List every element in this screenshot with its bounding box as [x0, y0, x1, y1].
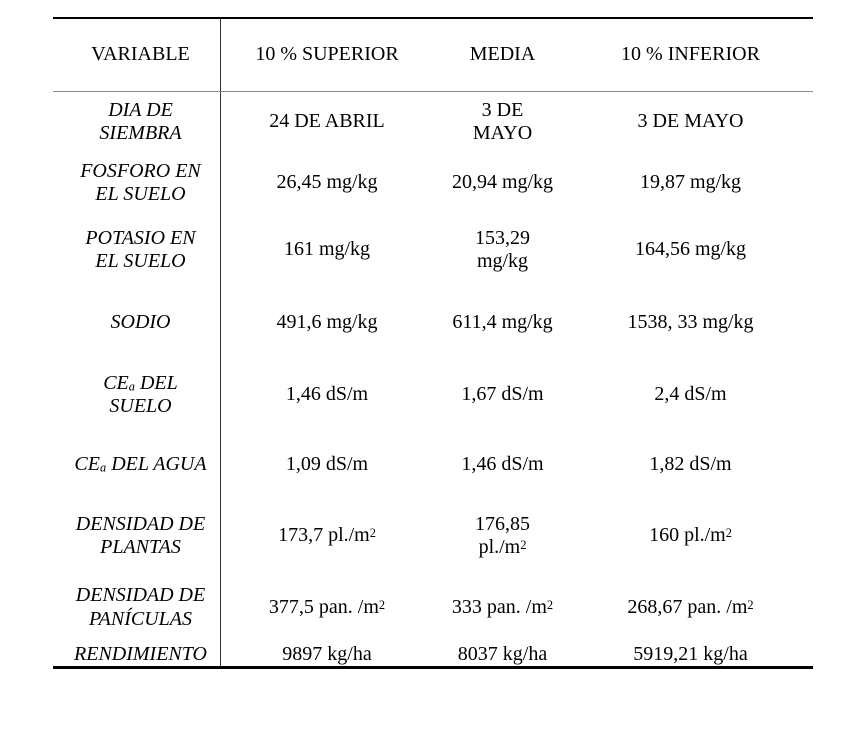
- value-inferior: 5919,21 kg/ha: [580, 643, 813, 666]
- value-superior: 491,6 mg/kg: [221, 286, 425, 360]
- variable-name: SODIO: [53, 286, 221, 360]
- value-inferior-text: 19,87 mg/kg: [639, 171, 742, 194]
- variable-name: CEa DEL AGUA: [53, 430, 221, 500]
- value-inferior: 2,4 dS/m: [580, 360, 813, 430]
- value-superior-text: 26,45 mg/kg: [276, 171, 378, 194]
- value-inferior-text: 5919,21 kg/ha: [633, 643, 748, 665]
- variable-name-label: FOSFORO EN EL SUELO: [80, 159, 201, 205]
- value-media-text: 8037 kg/ha: [457, 643, 548, 665]
- value-superior: 377,5 pan. /m2: [221, 572, 425, 643]
- value-inferior-text: 268,67 pan. /m2: [627, 595, 754, 618]
- value-inferior-text: 1538, 33 mg/kg: [627, 311, 754, 334]
- table-row-ce-suelo: CEa DEL SUELO 1,46 dS/m 1,67 dS/m 2,4 dS/…: [53, 360, 813, 430]
- value-media: 333 pan. /m2: [425, 572, 580, 643]
- value-inferior: 160 pl./m2: [580, 500, 813, 572]
- variable-name: RENDIMIENTO: [53, 643, 221, 667]
- value-media-text: 333 pan. /m2: [451, 595, 554, 618]
- value-superior-text: 1,09 dS/m: [285, 453, 369, 476]
- variable-name: FOSFORO EN EL SUELO: [53, 152, 221, 214]
- column-header-inferior: 10 % INFERIOR: [580, 19, 813, 91]
- table-row-sodio: SODIO 491,6 mg/kg 611,4 mg/kg 1538, 33 m…: [53, 286, 813, 360]
- variable-name-label: CEa DEL AGUA: [74, 453, 207, 476]
- table-row-densidad-plantas: DENSIDAD DE PLANTAS 173,7 pl./m2 176,85 pl…: [53, 500, 813, 572]
- value-superior: 173,7 pl./m2: [221, 500, 425, 572]
- variable-name-label: DIA DE SIEMBRA: [99, 98, 182, 144]
- value-media: 1,67 dS/m: [425, 360, 580, 430]
- variable-name: DENSIDAD DE PLANTAS: [53, 500, 221, 572]
- value-inferior-text: 3 DE MAYO: [637, 110, 744, 133]
- value-media: 611,4 mg/kg: [425, 286, 580, 360]
- value-superior-text: 24 DE ABRIL: [269, 110, 385, 133]
- table-row-potasio: POTASIO EN EL SUELO 161 mg/kg 153,29 mg/kg…: [53, 214, 813, 286]
- variable-name-label: DENSIDAD DE PANÍCULAS: [75, 584, 206, 630]
- value-media: 176,85 pl./m2: [425, 500, 580, 572]
- value-inferior: 268,67 pan. /m2: [580, 572, 813, 643]
- value-media: 20,94 mg/kg: [425, 152, 580, 214]
- value-superior: 161 mg/kg: [221, 214, 425, 286]
- value-media: 1,46 dS/m: [425, 430, 580, 500]
- value-superior: 1,46 dS/m: [221, 360, 425, 430]
- variable-name-label: SODIO: [110, 311, 171, 334]
- value-media: 3 DE MAYO: [425, 92, 580, 152]
- value-superior: 1,09 dS/m: [221, 430, 425, 500]
- column-header-variable: VARIABLE: [53, 19, 221, 91]
- value-inferior-text: 1,82 dS/m: [649, 453, 732, 476]
- table-header-row: VARIABLE 10 % SUPERIOR MEDIA 10 % INFERI…: [53, 19, 813, 92]
- value-media-text: 1,46 dS/m: [461, 453, 544, 476]
- value-inferior: 164,56 mg/kg: [580, 214, 813, 286]
- column-header-variable-label: VARIABLE: [91, 43, 190, 66]
- column-header-media: MEDIA: [425, 19, 580, 91]
- column-header-media-label: MEDIA: [469, 43, 536, 66]
- value-media-text: 611,4 mg/kg: [452, 311, 553, 334]
- value-superior-text: 161 mg/kg: [283, 238, 371, 261]
- value-media-text: 20,94 mg/kg: [451, 171, 554, 194]
- table-row-ce-agua: CEa DEL AGUA 1,09 dS/m 1,46 dS/m 1,82 dS…: [53, 430, 813, 500]
- table-row-rendimiento: RENDIMIENTO 9897 kg/ha 8037 kg/ha 5919,2…: [53, 643, 813, 667]
- table-row-densidad-paniculas: DENSIDAD DE PANÍCULAS 377,5 pan. /m2 333 …: [53, 572, 813, 643]
- variable-name-label: RENDIMIENTO: [74, 643, 207, 665]
- value-inferior: 1,82 dS/m: [580, 430, 813, 500]
- table-row-fosforo: FOSFORO EN EL SUELO 26,45 mg/kg 20,94 mg/…: [53, 152, 813, 214]
- value-inferior-text: 2,4 dS/m: [654, 383, 727, 406]
- value-media-text: 176,85 pl./m2: [475, 512, 530, 558]
- value-superior-text: 377,5 pan. /m2: [268, 595, 386, 618]
- value-superior-text: 9897 kg/ha: [282, 643, 372, 665]
- value-superior: 24 DE ABRIL: [221, 92, 425, 152]
- variable-name: POTASIO EN EL SUELO: [53, 214, 221, 286]
- value-inferior-text: 160 pl./m2: [649, 524, 732, 547]
- variable-name-label: DENSIDAD DE PLANTAS: [75, 512, 206, 558]
- table-row-dia-de-siembra: DIA DE SIEMBRA 24 DE ABRIL 3 DE MAYO 3 DE …: [53, 92, 813, 152]
- value-superior-text: 491,6 mg/kg: [276, 311, 378, 334]
- variable-name: CEa DEL SUELO: [53, 360, 221, 430]
- value-inferior: 1538, 33 mg/kg: [580, 286, 813, 360]
- value-inferior-text: 164,56 mg/kg: [634, 238, 747, 261]
- value-superior-text: 1,46 dS/m: [285, 383, 369, 406]
- value-media: 153,29 mg/kg: [425, 214, 580, 286]
- variable-name-label: POTASIO EN EL SUELO: [85, 226, 196, 272]
- variables-summary-table: VARIABLE 10 % SUPERIOR MEDIA 10 % INFERI…: [53, 17, 813, 670]
- value-superior-text: 173,7 pl./m2: [278, 524, 376, 547]
- value-media: 8037 kg/ha: [425, 643, 580, 666]
- value-inferior: 19,87 mg/kg: [580, 152, 813, 214]
- column-header-superior: 10 % SUPERIOR: [221, 19, 425, 91]
- value-media-text: 153,29 mg/kg: [475, 226, 530, 272]
- column-header-superior-label: 10 % SUPERIOR: [255, 43, 399, 66]
- variable-name: DENSIDAD DE PANÍCULAS: [53, 572, 221, 643]
- column-header-inferior-label: 10 % INFERIOR: [621, 43, 760, 66]
- variable-name: DIA DE SIEMBRA: [53, 92, 221, 152]
- variable-name-label: CEa DEL SUELO: [103, 371, 178, 417]
- value-media-text: 1,67 dS/m: [461, 383, 544, 406]
- value-superior: 26,45 mg/kg: [221, 152, 425, 214]
- value-inferior: 3 DE MAYO: [580, 92, 813, 152]
- value-media-text: 3 DE MAYO: [472, 98, 533, 144]
- value-superior: 9897 kg/ha: [221, 643, 425, 666]
